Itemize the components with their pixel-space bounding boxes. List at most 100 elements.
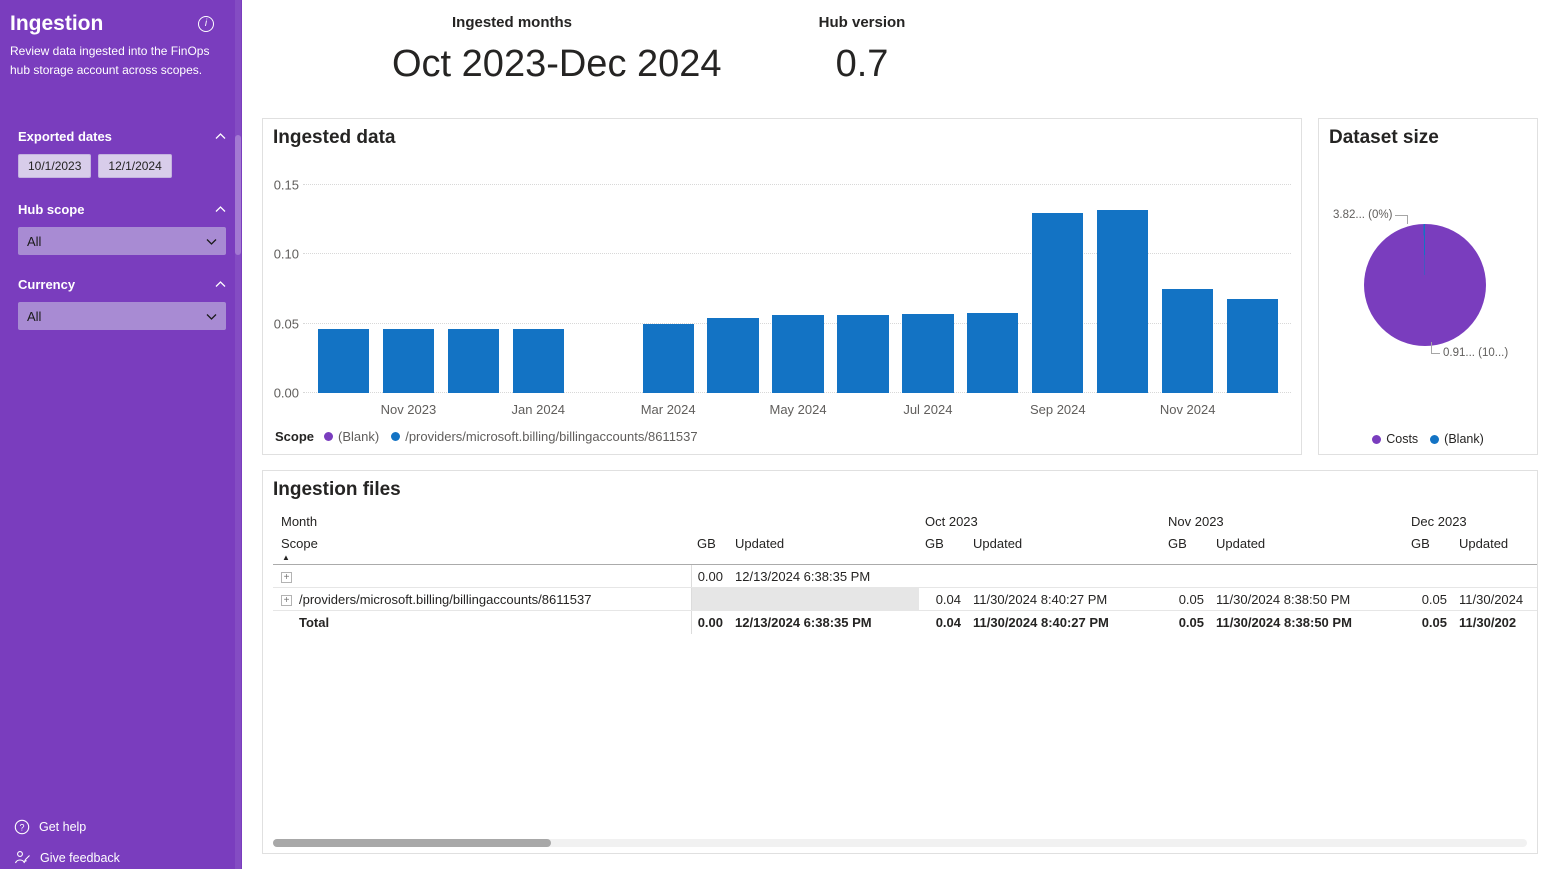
- bar[interactable]: [512, 329, 564, 393]
- collapse-chevron-icon[interactable]: [215, 206, 226, 213]
- bar-slot: Nov 2024: [1155, 163, 1220, 417]
- collapse-chevron-icon[interactable]: [215, 133, 226, 140]
- x-axis-label: Sep 2024: [1029, 402, 1086, 417]
- gb-cell: 0.04: [935, 614, 961, 630]
- updated-column-header[interactable]: Updated: [1210, 533, 1406, 565]
- kpi-hub-version: Hub version 0.7: [742, 10, 982, 118]
- give-feedback-link[interactable]: Give feedback: [14, 850, 120, 865]
- x-axis-label: May 2024: [769, 402, 827, 417]
- exported-dates-chips: 10/1/2023 12/1/2024: [18, 154, 226, 179]
- chart-area: 0.00 0.05 0.10 0.15 Nov 2023 Jan 2024 Mar 202…: [273, 163, 1291, 417]
- table-row[interactable]: +0.00 12/13/2024 6:38:35 PM: [273, 564, 1537, 588]
- gridline: [303, 184, 1291, 186]
- bar-slot: Jan 2024: [506, 163, 571, 417]
- bar[interactable]: [837, 315, 889, 393]
- gb-column-header[interactable]: GB: [691, 533, 729, 565]
- month-group-header[interactable]: Nov 2023: [1168, 514, 1224, 529]
- legend-item[interactable]: (Blank): [324, 429, 379, 444]
- date-range-chip[interactable]: 12/1/2024: [98, 154, 172, 179]
- pie-legend-item[interactable]: Costs: [1372, 432, 1418, 446]
- currency-dropdown[interactable]: All: [18, 302, 226, 331]
- gb-column-header[interactable]: GB: [1162, 533, 1211, 565]
- month-group-header[interactable]: Dec 2023: [1411, 514, 1467, 529]
- updated-cell: [1210, 564, 1406, 588]
- kpi-row: Ingested months Oct 2023-Dec 2024 Hub ve…: [262, 0, 1538, 118]
- bar-slot: [1090, 163, 1155, 393]
- bar[interactable]: [447, 329, 499, 393]
- updated-cell: 11/30/2024 8:40:27 PM: [973, 614, 1109, 630]
- get-help-link[interactable]: ? Get help: [14, 819, 120, 835]
- total-row[interactable]: Total 0.00 12/13/2024 6:38:35 PM 0.04 11/30/…: [273, 610, 1537, 634]
- gb-column-header[interactable]: GB: [919, 533, 967, 565]
- scrollbar-thumb[interactable]: [273, 839, 551, 847]
- currency-section: Currency All: [18, 277, 226, 331]
- table-clip: Month Oct 2023 Nov 2023 Dec 2023 Scope ▲ GB Upd…: [273, 509, 1537, 634]
- bar[interactable]: [967, 312, 1019, 393]
- dataset-size-title: Dataset size: [1329, 127, 1439, 148]
- bar[interactable]: [317, 329, 370, 393]
- legend-dot-icon: [1430, 434, 1440, 444]
- x-axis-label: Nov 2023: [380, 402, 437, 417]
- currency-value: All: [27, 308, 42, 324]
- hub-scope-dropdown[interactable]: All: [18, 227, 226, 256]
- bar[interactable]: [772, 315, 824, 393]
- feedback-icon: [14, 851, 30, 864]
- updated-column-header[interactable]: Updated: [967, 533, 1163, 565]
- sidebar-scrollbar[interactable]: [235, 0, 241, 869]
- ingested-data-card: Ingested data 0.00 0.05 0.10 0.15 Nov 2023 J…: [262, 118, 1302, 455]
- sidebar-footer: ? Get help Give feedback: [14, 819, 120, 865]
- legend-item[interactable]: /providers/microsoft.billing/billingacco…: [391, 429, 698, 444]
- legend-dot-icon: [1372, 434, 1382, 444]
- bar[interactable]: [642, 323, 694, 393]
- x-axis-label: Jan 2024: [511, 402, 566, 417]
- gb-cell: 0.04: [919, 587, 967, 611]
- legend-label: (Blank): [338, 429, 380, 444]
- legend-dot-icon: [391, 432, 401, 441]
- gb-cell: [1162, 564, 1211, 588]
- info-icon[interactable]: i: [198, 16, 214, 32]
- month-group-header[interactable]: Oct 2023: [925, 514, 978, 529]
- gb-column-header[interactable]: GB: [1405, 533, 1454, 565]
- bar-slot: [311, 163, 376, 393]
- bar-plot: Nov 2023 Jan 2024 Mar 2024 May 2024 Jul 2024…: [303, 163, 1291, 417]
- bar[interactable]: [707, 318, 759, 393]
- pie-legend-item[interactable]: (Blank): [1430, 432, 1484, 446]
- pie-callout-costs: 0.91... (10...): [1431, 342, 1509, 359]
- updated-cell: 11/30/2024 8:38:50 PM: [1210, 587, 1406, 611]
- y-axis-label: 0.10: [273, 246, 299, 262]
- bar[interactable]: [902, 313, 954, 393]
- bar[interactable]: [1032, 212, 1084, 393]
- collapse-chevron-icon[interactable]: [215, 281, 226, 288]
- scope-column-header[interactable]: Scope ▲: [273, 533, 691, 565]
- chart-legend: Scope (Blank) /providers/microsoft.billin…: [275, 429, 698, 444]
- pie-chart[interactable]: [1364, 224, 1486, 346]
- ingestion-files-card: Ingestion files Month Oct 2023 Nov 2023 Dec…: [262, 470, 1538, 854]
- kpi-label: Ingested months: [451, 14, 572, 31]
- bar[interactable]: [382, 329, 435, 393]
- expand-icon[interactable]: +: [281, 571, 292, 583]
- bar[interactable]: [1097, 210, 1149, 393]
- updated-column-header[interactable]: Updated: [729, 533, 919, 565]
- pie-legend: Costs (Blank): [1319, 432, 1537, 446]
- page-title: Ingestion: [10, 12, 104, 35]
- expand-icon[interactable]: +: [281, 594, 292, 606]
- date-range-chip[interactable]: 10/1/2023: [18, 154, 92, 179]
- bar[interactable]: [1226, 298, 1279, 393]
- month-group-header[interactable]: [691, 509, 919, 533]
- updated-column-header[interactable]: Updated: [1453, 533, 1537, 565]
- bar[interactable]: [1162, 289, 1214, 393]
- gb-cell: [1405, 564, 1454, 588]
- bar-slot: Sep 2024: [1025, 163, 1090, 417]
- total-label: Total: [299, 614, 330, 630]
- bar-slot: [1220, 163, 1285, 393]
- updated-cell: 11/30/2024 8:40:27 PM: [967, 587, 1163, 611]
- give-feedback-label: Give feedback: [40, 850, 120, 865]
- pie-callout-label: 0.91... (10...): [1443, 347, 1509, 359]
- sidebar-scrollbar-thumb[interactable]: [235, 135, 241, 255]
- charts-row: Ingested data 0.00 0.05 0.10 0.15 Nov 2023 J…: [262, 118, 1538, 455]
- help-icon: ?: [14, 819, 30, 835]
- table-row[interactable]: + /providers/microsoft.billing/billingacc…: [273, 587, 1537, 611]
- legend-label: Costs: [1386, 432, 1419, 446]
- horizontal-scrollbar[interactable]: [273, 839, 1527, 847]
- kpi-value: 0.7: [835, 43, 889, 85]
